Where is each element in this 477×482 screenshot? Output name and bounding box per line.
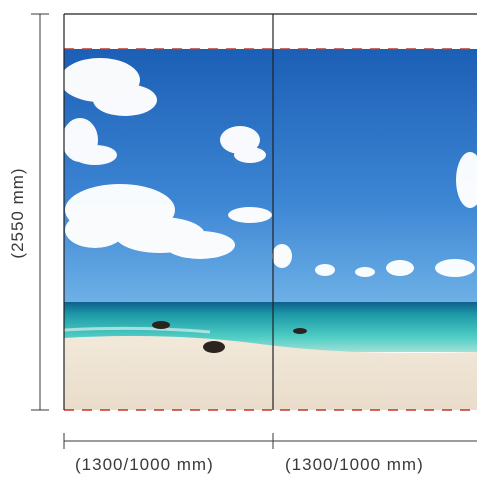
rock: [293, 328, 307, 334]
rock: [152, 321, 170, 329]
rock: [203, 341, 225, 353]
panel-1-width-label: (1300/1000 mm): [75, 455, 214, 474]
beach-photo: [64, 14, 477, 410]
clouds: [64, 58, 477, 277]
height-dimension-label: (2550 mm): [8, 167, 27, 259]
sand: [64, 336, 477, 410]
panel-2-width-label: (1300/1000 mm): [285, 455, 424, 474]
